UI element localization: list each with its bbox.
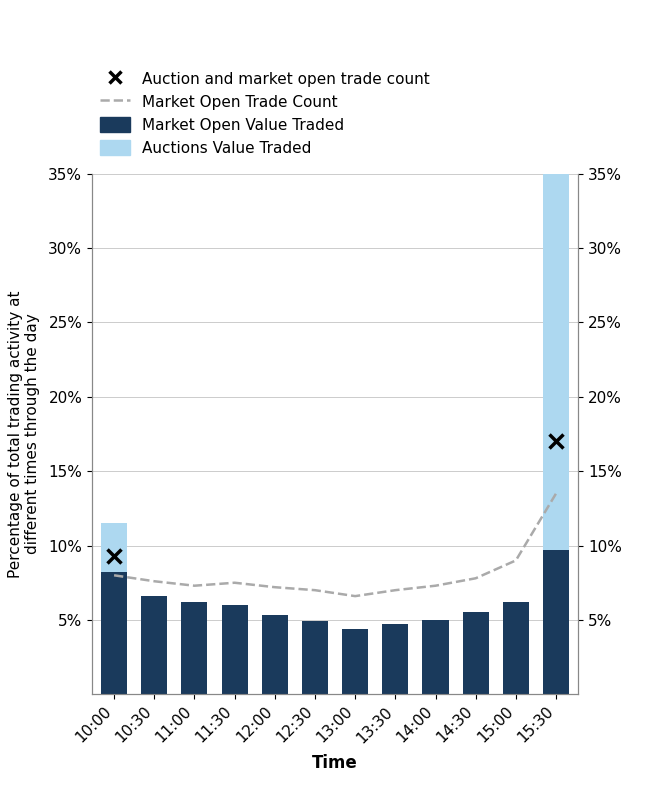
Bar bbox=[543, 174, 569, 550]
Bar bbox=[261, 615, 288, 694]
Bar bbox=[342, 629, 368, 694]
Bar bbox=[382, 624, 409, 694]
Bar bbox=[503, 602, 529, 694]
Bar bbox=[221, 605, 248, 694]
Bar bbox=[141, 596, 168, 694]
Bar bbox=[181, 602, 208, 694]
Legend: Auction and market open trade count, Market Open Trade Count, Market Open Value : Auction and market open trade count, Mar… bbox=[100, 71, 430, 155]
Bar bbox=[101, 523, 127, 572]
Bar bbox=[302, 622, 328, 694]
Y-axis label: Percentage of total trading activity at
different times through the day: Percentage of total trading activity at … bbox=[7, 290, 40, 578]
Bar bbox=[463, 612, 489, 694]
Bar bbox=[101, 572, 127, 694]
X-axis label: Time: Time bbox=[312, 754, 358, 772]
Bar bbox=[543, 550, 569, 694]
Bar bbox=[422, 620, 449, 694]
